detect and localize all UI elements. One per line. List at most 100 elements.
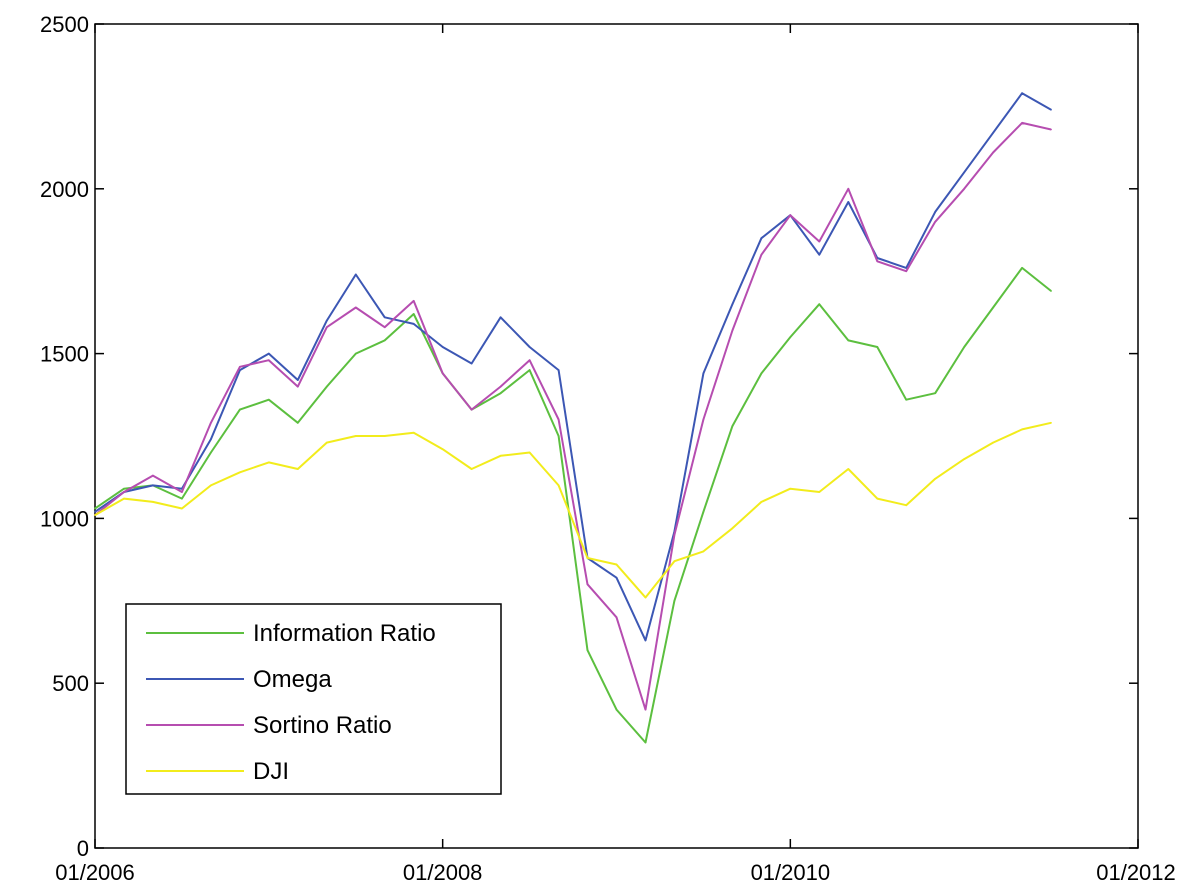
data-point xyxy=(499,316,502,319)
data-point xyxy=(702,511,705,513)
data-point xyxy=(268,461,270,464)
data-point xyxy=(557,418,560,421)
data-point xyxy=(470,408,473,411)
data-point xyxy=(963,171,965,174)
data-point xyxy=(992,306,994,309)
data-point xyxy=(963,188,965,190)
legend-label: Information Ratio xyxy=(253,620,436,647)
x-tick-label: 01/2010 xyxy=(751,860,831,885)
data-point xyxy=(499,455,502,457)
data-point xyxy=(239,408,241,411)
data-point xyxy=(731,329,734,332)
data-point xyxy=(326,385,328,388)
data-point xyxy=(181,507,183,510)
data-point xyxy=(181,497,183,500)
data-point xyxy=(268,398,270,401)
data-point xyxy=(760,372,763,375)
data-point xyxy=(963,458,965,460)
data-point xyxy=(557,435,560,437)
data-point xyxy=(876,260,879,263)
data-point xyxy=(297,468,299,470)
legend-box xyxy=(125,603,502,795)
data-point xyxy=(297,379,299,381)
data-point xyxy=(412,313,415,315)
data-point xyxy=(470,468,473,470)
data-point xyxy=(297,422,299,424)
data-point xyxy=(673,600,676,602)
data-point xyxy=(702,372,705,375)
data-point xyxy=(818,303,821,306)
data-point xyxy=(123,497,125,500)
data-point xyxy=(94,514,96,516)
data-point xyxy=(905,504,907,507)
legend-label: DJI xyxy=(253,758,289,785)
data-point xyxy=(94,511,96,513)
data-point xyxy=(905,398,907,401)
data-point xyxy=(557,369,560,371)
data-point xyxy=(760,501,763,503)
series-line-sortino-ratio xyxy=(94,121,1052,711)
data-point xyxy=(412,300,415,302)
data-point xyxy=(239,471,241,474)
series-line-omega xyxy=(94,92,1052,642)
data-point xyxy=(1021,428,1023,431)
data-point xyxy=(355,273,357,276)
data-point xyxy=(934,392,936,395)
data-point xyxy=(152,474,154,477)
data-point xyxy=(181,491,183,493)
data-point xyxy=(731,527,734,530)
data-point xyxy=(818,253,821,256)
data-point xyxy=(412,323,415,325)
data-point xyxy=(355,306,357,309)
data-point xyxy=(268,352,270,355)
data-point xyxy=(210,484,212,487)
series-line-dji xyxy=(94,421,1052,599)
data-point xyxy=(326,326,328,329)
data-point xyxy=(876,346,879,348)
data-point xyxy=(760,237,763,239)
data-point xyxy=(383,339,386,342)
data-point xyxy=(876,497,879,500)
data-point xyxy=(94,507,96,510)
data-point xyxy=(586,557,589,559)
data-point xyxy=(528,359,531,362)
data-point xyxy=(644,639,647,642)
y-axis: 0 500 1000 1500 2000 2500 xyxy=(40,12,1138,861)
data-point xyxy=(702,550,705,553)
data-point xyxy=(383,316,386,319)
data-point xyxy=(934,211,936,213)
data-point xyxy=(152,501,154,503)
data-point xyxy=(383,326,386,329)
data-point xyxy=(210,438,212,441)
data-point xyxy=(1021,92,1023,94)
data-point xyxy=(326,441,328,444)
data-point xyxy=(528,369,531,371)
data-point xyxy=(760,253,763,256)
data-point xyxy=(470,362,473,365)
data-point xyxy=(992,441,994,444)
x-axis: 01/2006 01/2008 01/2010 01/2012 xyxy=(55,24,1176,885)
data-point xyxy=(673,534,676,536)
data-point xyxy=(731,303,734,306)
data-point xyxy=(239,366,241,368)
y-tick-label: 2500 xyxy=(40,12,89,37)
data-point xyxy=(702,418,705,421)
data-point xyxy=(934,221,936,223)
data-point xyxy=(615,708,618,711)
data-point xyxy=(731,425,734,427)
y-tick-label: 2000 xyxy=(40,177,89,202)
data-point xyxy=(1050,128,1052,131)
data-point xyxy=(210,451,212,454)
data-point xyxy=(615,616,618,619)
data-point xyxy=(992,132,994,134)
data-point xyxy=(644,708,647,711)
data-point xyxy=(847,339,850,342)
data-point xyxy=(934,478,936,480)
data-point xyxy=(499,392,502,395)
x-tick-label: 01/2006 xyxy=(55,860,135,885)
data-point xyxy=(586,649,589,651)
series-layer xyxy=(94,92,1052,744)
data-point xyxy=(847,201,850,203)
data-point xyxy=(1021,122,1023,124)
data-point xyxy=(268,359,270,362)
